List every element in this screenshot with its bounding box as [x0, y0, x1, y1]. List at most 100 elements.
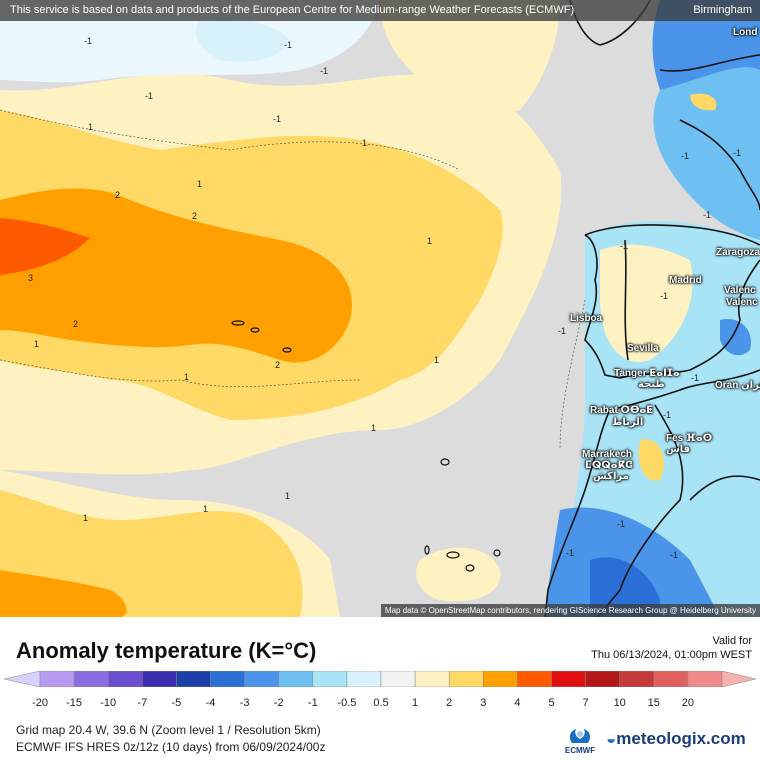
scale-tick-label: 10 — [613, 697, 626, 709]
contour-label: 2 — [275, 360, 281, 370]
contour-label: 1 — [203, 504, 209, 514]
meteologix-icon: ◒ — [606, 729, 617, 748]
scale-tick-label: 4 — [514, 697, 521, 709]
city-marrakech-arabic: مراكش — [593, 471, 629, 482]
osm-attribution: Map data © OpenStreetMap contributors, r… — [380, 604, 760, 617]
scale-tick-label: -2 — [273, 697, 284, 709]
city-marrakech: Marrakech — [582, 449, 633, 460]
scale-swatch — [483, 671, 518, 687]
city-madrid: Madrid — [669, 275, 702, 286]
contour-label: -1 — [691, 373, 700, 383]
scale-swatch — [687, 671, 723, 687]
scale-swatch — [210, 671, 245, 687]
scale-tick-label: -7 — [137, 697, 148, 709]
contour-label: 1 — [34, 339, 40, 349]
valid-date: Thu 06/13/2024, 01:00pm WEST — [591, 649, 752, 661]
scale-swatch — [73, 671, 109, 687]
city-oran: Oran وهران — [715, 380, 760, 391]
contour-label: 1 — [362, 138, 368, 148]
scale-tick-label: -4 — [205, 697, 216, 709]
scale-tick-label: -15 — [66, 697, 83, 709]
scale-swatch — [619, 671, 655, 687]
ecmwf-icon — [569, 729, 591, 743]
scale-tick-label: 0.5 — [373, 697, 389, 709]
scale-swatch — [414, 671, 450, 687]
scale-tick-label: -10 — [100, 697, 117, 709]
meteologix-logo[interactable]: ◒meteologix.com — [606, 729, 746, 749]
city-marrakech-tifinagh: ⵎⵕⵕⴰⴽⵛ — [585, 460, 633, 471]
scale-swatch — [517, 671, 552, 687]
scale-tick-label: -20 — [32, 697, 48, 709]
contour-label: 3 — [28, 273, 34, 283]
weather-map[interactable]: This service is based on data and produc… — [0, 0, 760, 617]
contour-label: -1 — [320, 66, 329, 76]
contour-label: -1 — [284, 40, 293, 50]
scale-tick-label: 7 — [582, 697, 589, 709]
scale-swatch — [244, 671, 279, 687]
scale-swatch — [653, 671, 689, 687]
city-tanger-arabic: طنجة — [638, 379, 665, 390]
ecmwf-logo-text: ECMWF — [564, 746, 596, 755]
scale-tick-label: 20 — [681, 697, 695, 709]
contour-label: -1 — [663, 410, 672, 420]
legend-title: Anomaly temperature (K=°C) — [16, 638, 317, 663]
city-zaragoza: Zaragoza — [716, 247, 760, 258]
scale-tick-label: 5 — [548, 697, 555, 709]
contour-label: -1 — [566, 548, 575, 558]
contour-label: 1 — [83, 513, 89, 523]
scale-swatch — [142, 671, 177, 687]
city-fes-arabic: فاس — [666, 444, 691, 455]
city-valencia-1: Valenc — [724, 285, 756, 296]
ecmwf-attribution: This service is based on data and produc… — [0, 0, 760, 21]
contour-label: -1 — [617, 519, 626, 529]
contour-label: 2 — [115, 190, 121, 200]
contour-label: 1 — [434, 355, 440, 365]
city-rabat: Rabat ⵔⴱⴰⵟ — [590, 405, 654, 416]
scale-arrow-low — [3, 671, 41, 687]
contour-label: 1 — [197, 179, 203, 189]
contour-label: 2 — [192, 211, 198, 221]
scale-swatch — [380, 671, 416, 687]
city-lisboa: Lisboa — [570, 313, 603, 324]
contour-label: 1 — [371, 423, 377, 433]
contour-label: -1 — [620, 241, 629, 251]
scale-tick-label: -1 — [307, 697, 318, 709]
contour-label: -1 — [681, 151, 690, 161]
scale-swatch — [448, 671, 484, 687]
scale-swatch — [107, 671, 143, 687]
contour-label: 1 — [427, 236, 433, 246]
scale-tick-label: 1 — [412, 697, 419, 709]
city-rabat-arabic: الرباط — [612, 417, 644, 428]
city-sevilla: Sevilla — [627, 343, 659, 354]
city-valencia-2: Valenc — [726, 297, 758, 308]
contour-label: -1 — [660, 291, 669, 301]
scale-tick-label: 2 — [446, 697, 453, 709]
contour-label: -1 — [84, 36, 93, 46]
contour-label: 1 — [184, 372, 190, 382]
contour-label: -1 — [703, 210, 712, 220]
city-birmingham: Birmingham — [693, 4, 752, 16]
scale-tick-label: 15 — [647, 697, 660, 709]
scale-swatch — [551, 671, 586, 687]
contour-label: -1 — [670, 550, 679, 560]
attribution-text: This service is based on data and produc… — [10, 4, 575, 16]
scale-swatch — [312, 671, 348, 687]
scale-tick-label: -0.5 — [337, 697, 357, 709]
contour-label: -1 — [273, 114, 282, 124]
ecmwf-logo[interactable]: ECMWF — [560, 727, 600, 755]
scale-tick-label: -5 — [171, 697, 182, 709]
scale-swatch — [39, 671, 75, 687]
contour-label: 1 — [285, 491, 291, 501]
contour-label: -1 — [145, 91, 154, 101]
color-scale-bar — [3, 671, 757, 687]
city-tanger: Tanger ⵟⴰⵏⵊⴰ — [614, 368, 680, 379]
contour-label: 2 — [73, 319, 79, 329]
scale-tick-label: -3 — [239, 697, 250, 709]
contour-label: -1 — [733, 148, 742, 158]
model-info: ECMWF IFS HRES 0z/12z (10 days) from 06/… — [16, 740, 326, 754]
grid-info: Grid map 20.4 W, 39.6 N (Zoom level 1 / … — [16, 723, 321, 737]
scale-tick-label: 3 — [480, 697, 487, 709]
contour-label: 1 — [88, 122, 94, 132]
contour-label: -1 — [558, 326, 567, 336]
legend-panel — [0, 617, 760, 760]
